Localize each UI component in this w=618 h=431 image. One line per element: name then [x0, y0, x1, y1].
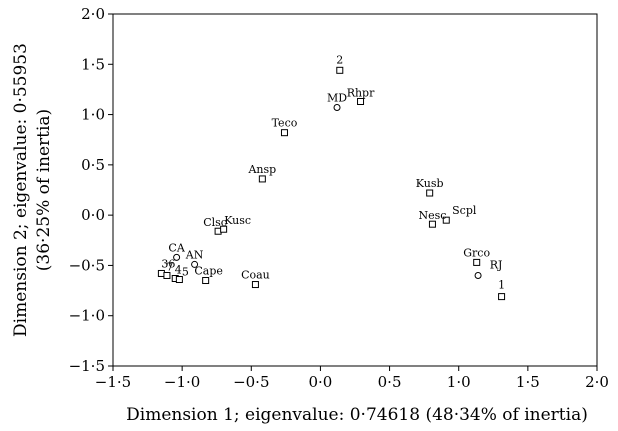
- point-marker-coau: [251, 281, 259, 289]
- point-label-nesc: Nesc: [418, 209, 446, 222]
- y-tick-label: 2·0: [81, 5, 105, 23]
- point-label-grco: Grco: [463, 246, 490, 259]
- plot-axes: −1·5 −1·0 −0·5 0·0 0·5 1·0 1·5 2·0 −1·5 −1·0 −0·5 0…: [69, 5, 609, 391]
- point-label-scpl: Scpl: [452, 204, 477, 217]
- point-label-4: 4: [175, 264, 182, 277]
- x-tick-label: 0·0: [308, 373, 332, 391]
- y-tick-label: 0·5: [81, 156, 105, 174]
- x-tick-label: 1·0: [447, 373, 471, 391]
- point-label-rj: RJ: [490, 258, 503, 271]
- point-marker-7: [163, 271, 171, 279]
- point-label-cape: Cape: [194, 265, 223, 278]
- point-label-an: AN: [185, 248, 204, 261]
- point-label-5: 5: [182, 266, 189, 279]
- point-marker-nesc: [428, 220, 436, 228]
- y-tick-label: 0·0: [81, 206, 105, 224]
- point-label-md: MD: [327, 92, 347, 105]
- y-axis-title-line-1: Dimension 2; eigenvalue: 0·55953: [11, 43, 31, 337]
- point-marker-kusc: [220, 225, 228, 233]
- plot-points: [157, 66, 506, 301]
- y-axis-title-line-2: (36·25% of inertia): [34, 109, 54, 271]
- point-label-7: 7: [166, 260, 173, 273]
- point-marker-grco: [473, 258, 481, 266]
- point-label-coau: Coau: [241, 269, 270, 282]
- x-tick-label: −0·5: [233, 373, 269, 391]
- point-label-ca: CA: [168, 241, 185, 254]
- y-tick-label: 1·5: [81, 55, 105, 73]
- plot-frame: [112, 13, 598, 367]
- x-tick-label: 1·5: [516, 373, 540, 391]
- point-label-kusb: Kusb: [416, 177, 444, 190]
- x-tick-label: 2·0: [585, 373, 609, 391]
- point-label-ansp: Ansp: [247, 163, 276, 176]
- point-marker-2: [336, 66, 344, 74]
- x-tick-label: −1·5: [95, 373, 131, 391]
- point-marker-an: [191, 260, 199, 268]
- point-marker-cape: [202, 277, 210, 285]
- point-label-2: 2: [336, 53, 343, 66]
- x-axis-title: Dimension 1; eigenvalue: 0·74618 (48·34%…: [126, 405, 588, 425]
- point-marker-md: [333, 104, 341, 112]
- y-tick-label: −1·0: [69, 307, 105, 325]
- point-marker-teco: [280, 129, 288, 137]
- point-label-36: 36: [161, 257, 175, 270]
- point-marker-ansp: [258, 175, 266, 183]
- point-label-rhpr: Rhpr: [347, 86, 375, 99]
- point-label-kusc: Kusc: [224, 214, 251, 227]
- y-tick-label: 1·0: [81, 106, 105, 124]
- point-marker-5: [175, 276, 183, 284]
- point-label-clsc: Clsc: [203, 216, 227, 229]
- point-marker-rj: [474, 271, 482, 279]
- point-marker-ca: [173, 253, 181, 261]
- point-marker-scpl: [442, 216, 450, 224]
- point-marker-1: [498, 293, 506, 301]
- point-marker-kusb: [426, 189, 434, 197]
- point-label-teco: Teco: [272, 117, 298, 130]
- point-marker-rhpr: [357, 97, 365, 105]
- x-tick-label: 0·5: [378, 373, 402, 391]
- x-tick-label: −1·0: [164, 373, 200, 391]
- point-label-1: 1: [498, 279, 505, 292]
- y-tick-label: −0·5: [69, 256, 105, 274]
- y-tick-label: −1·5: [69, 357, 105, 375]
